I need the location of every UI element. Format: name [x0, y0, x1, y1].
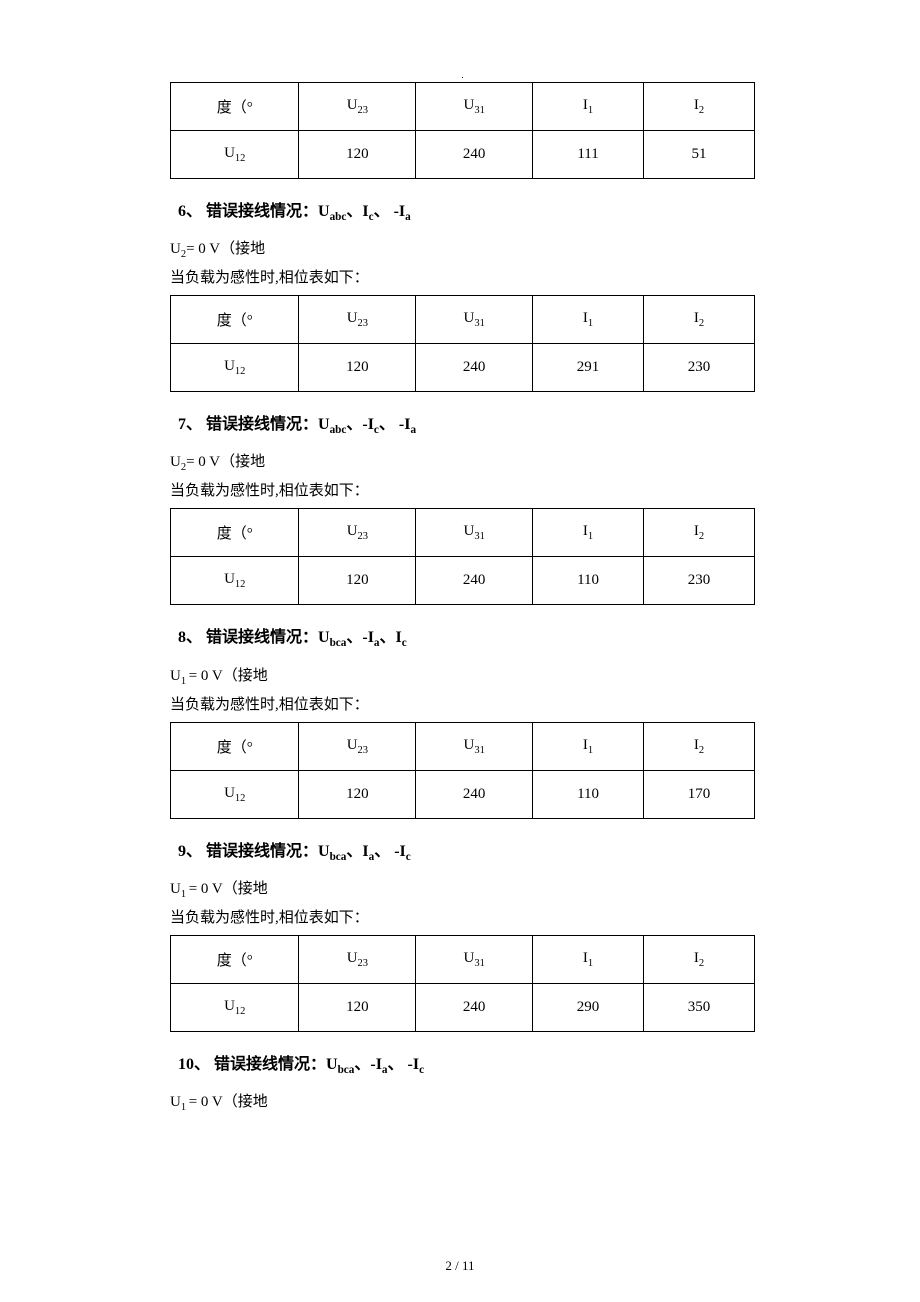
col-header-u23: U23: [299, 509, 416, 557]
cell-value: 230: [644, 344, 755, 392]
page-footer: 2 / 11: [0, 1258, 920, 1274]
table-row: 度（° U23 U31 I1 I2: [171, 296, 755, 344]
cell-value: 120: [299, 983, 416, 1031]
section-heading-6: 6、 错误接线情况：Uabc、Ic、 -Ia: [178, 197, 755, 223]
cell-value: 290: [533, 983, 644, 1031]
row-header-u12: U12: [171, 344, 299, 392]
phase-table-8: 度（° U23 U31 I1 I2 U12 120 240 110 170: [170, 722, 755, 819]
col-header-i2: I2: [644, 509, 755, 557]
cell-value: 110: [533, 770, 644, 818]
ground-line-8: U1 = 0 V（接地: [170, 664, 755, 687]
table-row: 度（° U23 U31 I1 I2: [171, 935, 755, 983]
document-page: . 度（° U23 U31 I1 I2 U12 120 240 111 51 6…: [0, 0, 920, 1302]
col-header-i2: I2: [644, 722, 755, 770]
table-row: 度（° U23 U31 I1 I2: [171, 509, 755, 557]
row-header-u12: U12: [171, 983, 299, 1031]
cell-value: 111: [533, 131, 644, 179]
col-header-u31: U31: [416, 722, 533, 770]
section-heading-10: 10、 错误接线情况：Ubca、-Ia、 -Ic: [178, 1050, 755, 1076]
col-header-degree: 度（°: [171, 296, 299, 344]
col-header-degree: 度（°: [171, 509, 299, 557]
table-row: U12 120 240 110 230: [171, 557, 755, 605]
cell-value: 120: [299, 131, 416, 179]
row-header-u12: U12: [171, 131, 299, 179]
row-header-u12: U12: [171, 557, 299, 605]
table-row: 度（° U23 U31 I1 I2: [171, 83, 755, 131]
phase-table-top: 度（° U23 U31 I1 I2 U12 120 240 111 51: [170, 82, 755, 179]
col-header-degree: 度（°: [171, 83, 299, 131]
cell-value: 350: [644, 983, 755, 1031]
cell-value: 230: [644, 557, 755, 605]
col-header-i1: I1: [533, 296, 644, 344]
desc-line-8: 当负载为感性时,相位表如下：: [170, 693, 755, 714]
cell-value: 240: [416, 983, 533, 1031]
col-header-i1: I1: [533, 722, 644, 770]
cell-value: 170: [644, 770, 755, 818]
col-header-u31: U31: [416, 296, 533, 344]
cell-value: 240: [416, 770, 533, 818]
col-header-u31: U31: [416, 509, 533, 557]
table-row: U12 120 240 111 51: [171, 131, 755, 179]
col-header-u23: U23: [299, 296, 416, 344]
col-header-i2: I2: [644, 296, 755, 344]
cell-value: 120: [299, 770, 416, 818]
phase-table-7: 度（° U23 U31 I1 I2 U12 120 240 110 230: [170, 508, 755, 605]
table-row: U12 120 240 290 350: [171, 983, 755, 1031]
col-header-u23: U23: [299, 722, 416, 770]
section-heading-9: 9、 错误接线情况：Ubca、Ia、 -Ic: [178, 837, 755, 863]
table-row: U12 120 240 291 230: [171, 344, 755, 392]
cell-value: 240: [416, 557, 533, 605]
desc-line-7: 当负载为感性时,相位表如下：: [170, 479, 755, 500]
ground-line-9: U1 = 0 V（接地: [170, 877, 755, 900]
col-header-u23: U23: [299, 935, 416, 983]
desc-line-9: 当负载为感性时,相位表如下：: [170, 906, 755, 927]
col-header-i1: I1: [533, 509, 644, 557]
cell-value: 291: [533, 344, 644, 392]
col-header-u31: U31: [416, 83, 533, 131]
ground-line-7: U2= 0 V（接地: [170, 450, 755, 473]
cell-value: 240: [416, 131, 533, 179]
col-header-u23: U23: [299, 83, 416, 131]
cell-value: 51: [644, 131, 755, 179]
col-header-i1: I1: [533, 935, 644, 983]
table-row: U12 120 240 110 170: [171, 770, 755, 818]
col-header-u31: U31: [416, 935, 533, 983]
col-header-degree: 度（°: [171, 722, 299, 770]
ground-line-6: U2= 0 V（接地: [170, 237, 755, 260]
table-row: 度（° U23 U31 I1 I2: [171, 722, 755, 770]
cell-value: 120: [299, 344, 416, 392]
cell-value: 110: [533, 557, 644, 605]
phase-table-6: 度（° U23 U31 I1 I2 U12 120 240 291 230: [170, 295, 755, 392]
row-header-u12: U12: [171, 770, 299, 818]
col-header-degree: 度（°: [171, 935, 299, 983]
desc-line-6: 当负载为感性时,相位表如下：: [170, 266, 755, 287]
section-heading-8: 8、 错误接线情况：Ubca、-Ia、Ic: [178, 623, 755, 649]
cell-value: 240: [416, 344, 533, 392]
col-header-i2: I2: [644, 83, 755, 131]
section-heading-7: 7、 错误接线情况：Uabc、-Ic、 -Ia: [178, 410, 755, 436]
phase-table-9: 度（° U23 U31 I1 I2 U12 120 240 290 350: [170, 935, 755, 1032]
col-header-i2: I2: [644, 935, 755, 983]
ground-line-10: U1 = 0 V（接地: [170, 1090, 755, 1113]
col-header-i1: I1: [533, 83, 644, 131]
header-dot: .: [170, 70, 755, 80]
cell-value: 120: [299, 557, 416, 605]
